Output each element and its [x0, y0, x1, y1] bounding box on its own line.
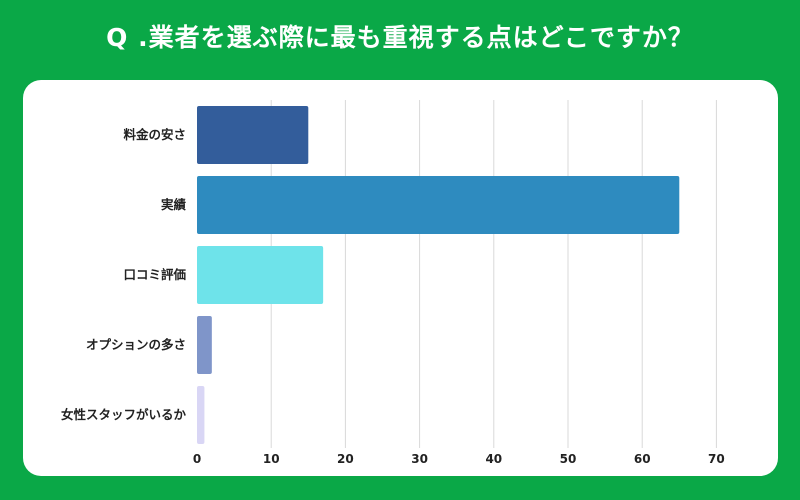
- category-label: オプションの多さ: [86, 337, 186, 352]
- category-label: 料金の安さ: [123, 127, 186, 142]
- category-label: 口コミ評価: [123, 267, 186, 282]
- bar: [197, 316, 212, 374]
- x-tick-label: 0: [193, 452, 201, 466]
- x-tick-label: 40: [485, 452, 502, 466]
- category-label: 女性スタッフがいるか: [61, 407, 187, 422]
- x-tick-label: 30: [411, 452, 428, 466]
- x-tick-label: 70: [708, 452, 725, 466]
- bar: [197, 246, 324, 304]
- bar: [197, 106, 309, 164]
- x-tick-label: 10: [263, 452, 280, 466]
- x-tick-label: 60: [634, 452, 651, 466]
- x-tick-label: 50: [560, 452, 577, 466]
- gridlines: [270, 100, 717, 448]
- category-label: 実績: [161, 197, 187, 212]
- x-axis-tick-labels: 0 10 20 30 40 50 60 70: [193, 452, 725, 466]
- x-tick-label: 20: [337, 452, 354, 466]
- bars: [197, 106, 680, 444]
- bar: [197, 386, 205, 444]
- chart-card: [23, 80, 778, 476]
- bar: [197, 176, 680, 234]
- chart-title: Q .業者を選ぶ際に最も重視する点はどこですか？: [106, 23, 694, 52]
